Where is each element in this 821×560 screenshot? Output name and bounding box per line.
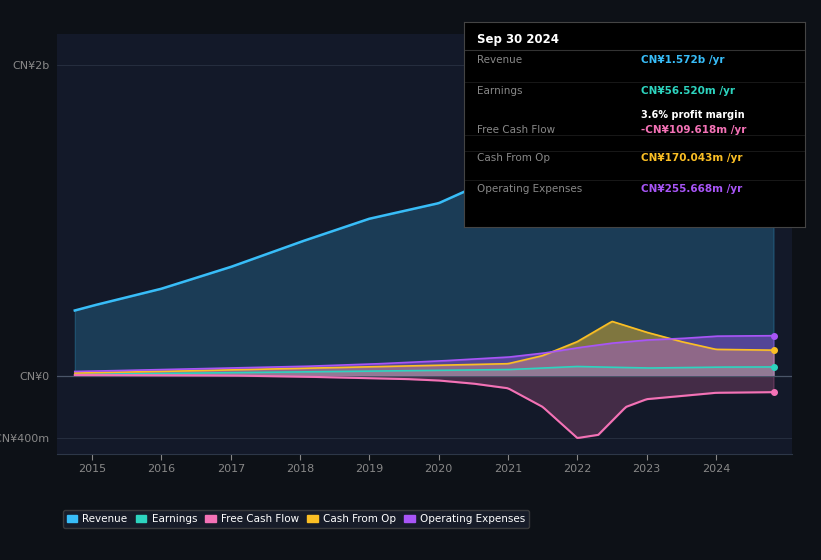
Text: CN¥255.668m /yr: CN¥255.668m /yr	[641, 184, 742, 194]
Text: Cash From Op: Cash From Op	[478, 153, 551, 163]
Text: Free Cash Flow: Free Cash Flow	[478, 125, 556, 134]
Text: Operating Expenses: Operating Expenses	[478, 184, 583, 194]
Legend: Revenue, Earnings, Free Cash Flow, Cash From Op, Operating Expenses: Revenue, Earnings, Free Cash Flow, Cash …	[62, 510, 530, 528]
Text: CN¥1.572b /yr: CN¥1.572b /yr	[641, 55, 725, 65]
Text: Revenue: Revenue	[478, 55, 523, 65]
Text: -CN¥109.618m /yr: -CN¥109.618m /yr	[641, 125, 746, 134]
Text: Sep 30 2024: Sep 30 2024	[478, 32, 559, 45]
Text: 3.6% profit margin: 3.6% profit margin	[641, 110, 745, 120]
Text: CN¥170.043m /yr: CN¥170.043m /yr	[641, 153, 742, 163]
Text: Earnings: Earnings	[478, 86, 523, 96]
Text: CN¥56.520m /yr: CN¥56.520m /yr	[641, 86, 735, 96]
